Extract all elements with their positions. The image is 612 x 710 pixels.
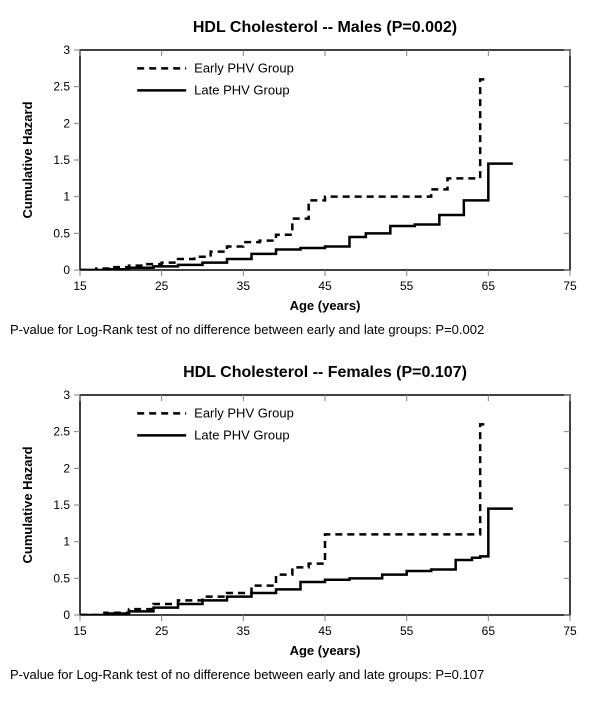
- y-tick-label: 1.5: [53, 153, 70, 167]
- x-axis-label: Age (years): [290, 643, 361, 658]
- chart-svg: HDL Cholesterol -- Females (P=0.107)1525…: [10, 355, 602, 665]
- x-tick-label: 65: [482, 279, 496, 293]
- x-tick-label: 35: [237, 624, 251, 638]
- y-tick-label: 2: [63, 461, 70, 475]
- y-tick-label: 2.5: [53, 425, 70, 439]
- x-tick-label: 45: [318, 624, 332, 638]
- x-tick-label: 75: [563, 624, 577, 638]
- x-tick-label: 75: [563, 279, 577, 293]
- x-tick-label: 25: [155, 279, 169, 293]
- chart-title: HDL Cholesterol -- Females (P=0.107): [183, 364, 467, 381]
- legend-label: Early PHV Group: [194, 405, 294, 420]
- y-tick-label: 0: [63, 263, 70, 277]
- panel-caption: P-value for Log-Rank test of no differen…: [10, 322, 602, 337]
- y-tick-label: 2.5: [53, 80, 70, 94]
- chart-panel-females: HDL Cholesterol -- Females (P=0.107)1525…: [10, 355, 602, 682]
- legend-label: Late PHV Group: [194, 82, 289, 97]
- x-tick-label: 15: [73, 624, 87, 638]
- x-tick-label: 25: [155, 624, 169, 638]
- chart-svg: HDL Cholesterol -- Males (P=0.002)152535…: [10, 10, 602, 320]
- x-tick-label: 55: [400, 624, 414, 638]
- x-tick-label: 65: [482, 624, 496, 638]
- x-tick-label: 35: [237, 279, 251, 293]
- legend-label: Late PHV Group: [194, 427, 289, 442]
- x-tick-label: 15: [73, 279, 87, 293]
- y-tick-label: 0: [63, 608, 70, 622]
- x-axis-label: Age (years): [290, 298, 361, 313]
- y-tick-label: 1: [63, 535, 70, 549]
- plot-border: [80, 50, 570, 270]
- figure-root: HDL Cholesterol -- Males (P=0.002)152535…: [10, 10, 602, 682]
- y-tick-label: 3: [63, 43, 70, 57]
- y-tick-label: 2: [63, 116, 70, 130]
- y-tick-label: 1.5: [53, 498, 70, 512]
- legend-label: Early PHV Group: [194, 60, 294, 75]
- y-tick-label: 0.5: [53, 226, 70, 240]
- y-tick-label: 0.5: [53, 571, 70, 585]
- y-tick-label: 1: [63, 190, 70, 204]
- x-tick-label: 55: [400, 279, 414, 293]
- y-axis-label: Cumulative Hazard: [20, 446, 35, 563]
- y-tick-label: 3: [63, 388, 70, 402]
- y-axis-label: Cumulative Hazard: [20, 101, 35, 218]
- x-tick-label: 45: [318, 279, 332, 293]
- chart-title: HDL Cholesterol -- Males (P=0.002): [193, 19, 457, 36]
- chart-panel-males: HDL Cholesterol -- Males (P=0.002)152535…: [10, 10, 602, 337]
- panel-caption: P-value for Log-Rank test of no differen…: [10, 667, 602, 682]
